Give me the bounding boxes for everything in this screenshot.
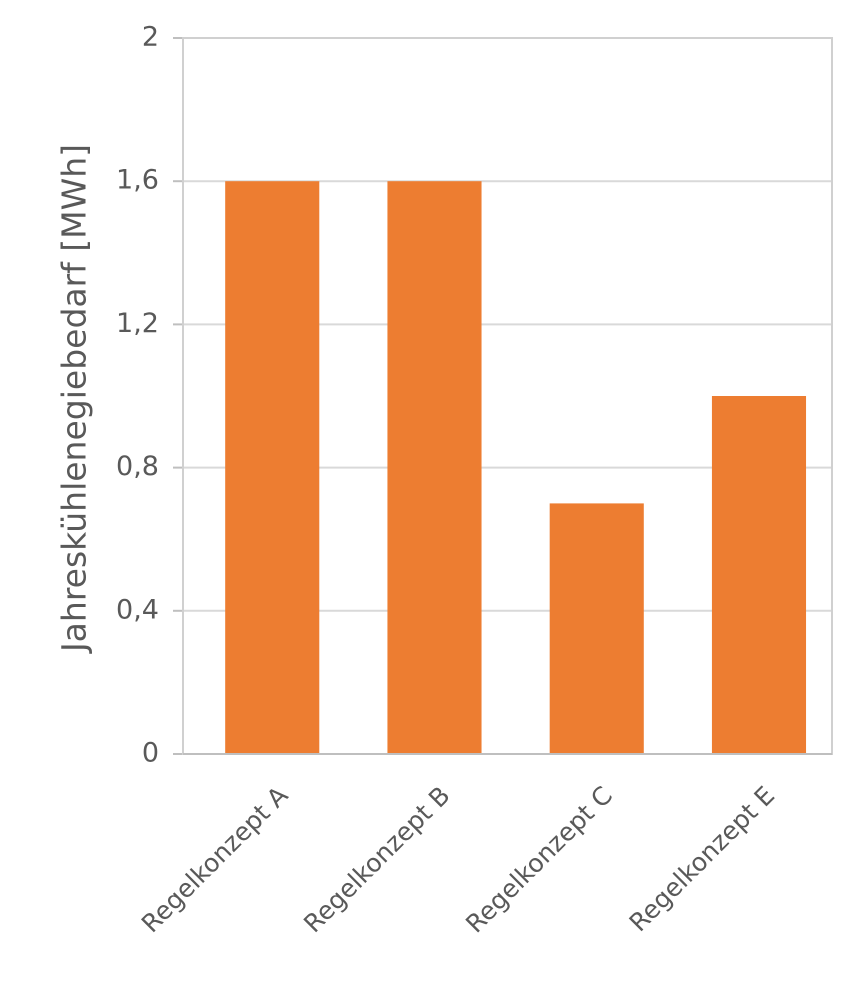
bar xyxy=(549,503,644,754)
x-tick-label: Regelkonzept A xyxy=(136,781,294,939)
y-tick-label: 0,4 xyxy=(116,594,159,625)
bar xyxy=(225,181,320,754)
bar xyxy=(711,396,807,754)
x-tick-label: Regelkonzept E xyxy=(624,781,781,938)
y-axis-title: Jahreskühlenegiebedarf [MWh] xyxy=(55,144,94,654)
y-tick-label: 1,2 xyxy=(116,308,159,339)
bar xyxy=(387,181,482,754)
y-tick-label: 1,6 xyxy=(116,165,159,196)
x-tick-label: Regelkonzept C xyxy=(460,781,618,939)
y-tick-label: 0,8 xyxy=(116,451,159,482)
y-tick-label: 0 xyxy=(142,738,159,769)
y-tick-label: 2 xyxy=(142,22,159,53)
x-tick-label: Regelkonzept B xyxy=(298,781,456,939)
